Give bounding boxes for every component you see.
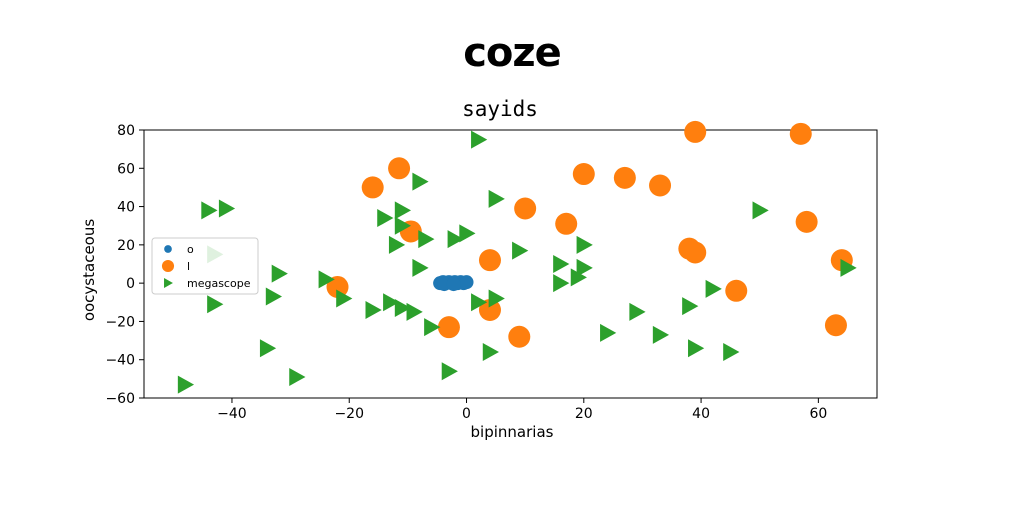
point-megascope-7 — [394, 216, 412, 235]
point-megascope-21 — [265, 287, 283, 306]
y-tick-label: −60 — [105, 391, 135, 407]
point-megascope-45 — [840, 258, 857, 277]
point-l-4 — [437, 316, 460, 339]
point-megascope-35 — [289, 367, 306, 386]
point-megascope-13 — [553, 255, 570, 273]
legend-marker-l — [161, 259, 175, 273]
page-title: coze — [463, 30, 562, 76]
point-l-11 — [613, 166, 636, 189]
x-tick-label: 20 — [575, 406, 593, 422]
point-megascope-6 — [394, 201, 412, 220]
point-megascope-38 — [629, 302, 646, 321]
point-megascope-2 — [488, 189, 505, 208]
point-l-8 — [514, 197, 537, 220]
point-megascope-26 — [383, 293, 400, 312]
point-l-12 — [649, 174, 672, 197]
point-megascope-43 — [723, 343, 740, 362]
legend-label-o: o — [187, 243, 194, 256]
point-megascope-22 — [207, 295, 224, 314]
legend: ol megascope — [151, 237, 259, 295]
legend-box — [151, 237, 259, 295]
data-marks — [177, 120, 857, 394]
point-megascope-29 — [424, 318, 441, 337]
point-megascope-11 — [459, 224, 476, 243]
point-megascope-12 — [512, 241, 529, 260]
x-tick-label: 40 — [692, 406, 710, 422]
point-megascope-44 — [752, 201, 769, 220]
point-megascope-9 — [418, 230, 435, 249]
point-l-13 — [684, 120, 707, 143]
point-l-6 — [478, 298, 501, 321]
point-megascope-32 — [441, 362, 458, 381]
point-l-5 — [478, 249, 501, 272]
y-tick-label: 0 — [126, 276, 135, 292]
point-megascope-3 — [201, 201, 218, 220]
axes: −40 −20 0 20 40 60 −60 −40 −20 0 20 40 60 80 — [105, 123, 827, 422]
legend-label-megascope: megascope — [187, 277, 251, 290]
legend-marker-o — [164, 245, 172, 253]
point-megascope-0 — [471, 130, 488, 149]
point-l-1 — [361, 176, 384, 199]
x-tick-label: −40 — [217, 406, 247, 422]
point-megascope-36 — [259, 339, 277, 358]
plot-frame — [143, 129, 878, 399]
point-l-10 — [572, 163, 595, 186]
y-tick-label: 60 — [117, 161, 135, 177]
y-axis-label: oocystaceous — [80, 219, 98, 322]
legend-label-l: l — [187, 260, 190, 273]
point-megascope-31 — [488, 289, 505, 308]
point-megascope-5 — [377, 209, 394, 228]
point-l-20 — [824, 314, 847, 337]
point-megascope-8 — [388, 235, 406, 254]
y-tick-label: 80 — [117, 123, 135, 139]
point-o-9 — [459, 275, 474, 290]
point-l-3 — [326, 275, 349, 298]
point-l-17 — [789, 122, 812, 145]
point-megascope-16 — [570, 268, 587, 287]
y-tick-label: −40 — [105, 353, 135, 369]
legend-marker-megascope — [164, 278, 173, 288]
y-tick-label: −20 — [105, 314, 135, 330]
point-megascope-41 — [705, 279, 722, 298]
point-megascope-33 — [482, 343, 499, 362]
x-tick-label: −20 — [334, 406, 364, 422]
point-megascope-1 — [412, 172, 429, 191]
point-l-7 — [508, 325, 531, 348]
point-l-16 — [725, 279, 748, 302]
point-megascope-27 — [394, 299, 412, 318]
point-megascope-14 — [576, 235, 593, 254]
point-megascope-37 — [600, 323, 617, 342]
point-megascope-28 — [406, 302, 423, 321]
y-tick-label: 40 — [117, 200, 135, 216]
point-megascope-10 — [447, 230, 464, 249]
point-megascope-40 — [682, 297, 699, 316]
y-tick-label: 20 — [117, 238, 135, 254]
point-l-0 — [388, 157, 411, 180]
point-megascope-24 — [336, 289, 353, 308]
point-megascope-34 — [177, 375, 195, 394]
chart-subtitle: sayids — [462, 97, 538, 121]
point-megascope-39 — [652, 325, 670, 344]
point-megascope-42 — [688, 339, 705, 358]
x-axis-label: bipinnarias — [471, 423, 554, 441]
point-l-9 — [555, 212, 578, 235]
point-megascope-23 — [318, 270, 335, 289]
point-megascope-17 — [553, 274, 570, 293]
point-megascope-30 — [471, 293, 488, 312]
point-megascope-18 — [412, 258, 429, 277]
x-tick-label: 60 — [809, 406, 827, 422]
point-l-18 — [795, 210, 818, 233]
x-tick-label: 0 — [462, 406, 471, 422]
point-l-15 — [684, 241, 707, 264]
point-megascope-19 — [271, 264, 288, 283]
point-megascope-4 — [218, 199, 236, 218]
point-megascope-25 — [365, 300, 382, 319]
point-megascope-15 — [576, 258, 593, 277]
point-o-11 — [446, 277, 461, 292]
